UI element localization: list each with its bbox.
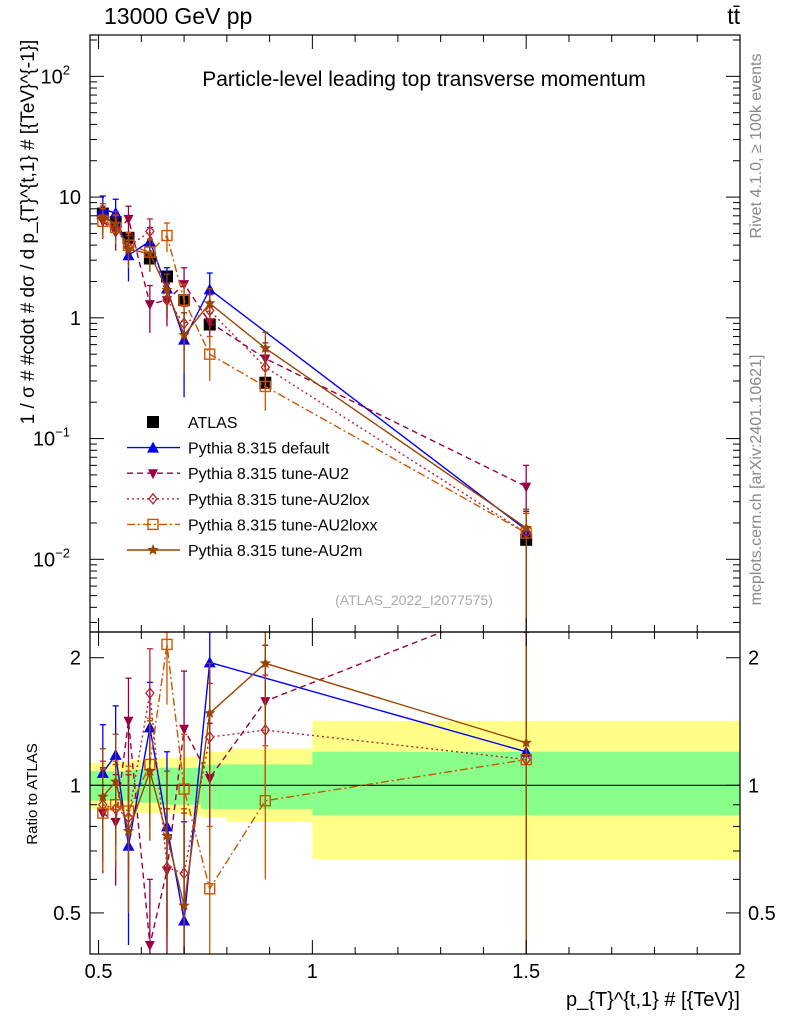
series-5 xyxy=(97,203,532,632)
ratio-point xyxy=(144,765,156,776)
data-point xyxy=(521,482,532,493)
legend-marker xyxy=(147,518,159,531)
series-1 xyxy=(96,195,533,632)
rivet-label: Rivet 4.1.0, ≥ 100k events xyxy=(748,54,765,239)
legend-item: Pythia 8.315 tune-AU2loxx xyxy=(127,517,377,534)
analysis-label: (ATLAS_2022_I2077575) xyxy=(335,592,493,608)
legend-item: Pythia 8.315 default xyxy=(127,441,330,458)
legend: ATLAS Pythia 8.315 default Pythia 8.315 tu… xyxy=(127,415,377,560)
legend-item: Pythia 8.315 tune-AU2m xyxy=(127,543,362,560)
ratio-frame xyxy=(89,631,741,955)
data-point xyxy=(123,214,134,225)
header-left: 13000 GeV pp xyxy=(104,3,252,29)
ratio-point xyxy=(145,687,155,700)
ratio-point xyxy=(144,941,155,952)
ratio-y-label: Ratio to ATLAS xyxy=(24,743,41,844)
data-point xyxy=(259,342,271,354)
data-point xyxy=(97,210,109,222)
ratio-line xyxy=(102,632,444,946)
ratio-series-5 xyxy=(97,632,532,954)
legend-label: Pythia 8.315 tune-AU2lox xyxy=(188,492,369,509)
y-tick-label: 102 xyxy=(41,62,70,88)
y-tick-label: 10 xyxy=(59,187,81,209)
data-point xyxy=(161,229,173,242)
y-axis-label: 1 / σ # #cdot # dσ / d p_{T}^{t,1} # [{T… xyxy=(18,40,39,425)
ratio-tick-label: 1 xyxy=(70,775,81,797)
ratio-point xyxy=(179,724,190,735)
x-axis-label: p_{T}^{t,1} # [{TeV}] xyxy=(566,989,740,1011)
ratio-tick-label-right: 1 xyxy=(748,775,759,797)
data-point xyxy=(178,294,190,306)
ratio-point xyxy=(161,638,173,651)
data-point xyxy=(204,348,216,360)
legend-label: Pythia 8.315 default xyxy=(188,441,330,458)
data-point xyxy=(178,329,190,340)
x-tick-label: 1 xyxy=(307,961,318,983)
ratio-point xyxy=(259,794,272,807)
legend-label: Pythia 8.315 tune-AU2loxx xyxy=(188,517,377,534)
ratio-panel: 0.5 0.5 1 1 2 2 0.5 1 1.5 2 Ratio to ATLAS xyxy=(24,631,776,983)
legend-marker xyxy=(148,492,158,505)
legend-item: ATLAS xyxy=(147,415,238,432)
series-line xyxy=(102,208,527,531)
main-panel: 10−2 10−1 1 10 102 Particle-level leading to… xyxy=(18,34,741,633)
ratio-point xyxy=(259,657,271,669)
ratio-point xyxy=(122,825,135,836)
ratio-tick-label-right: 0.5 xyxy=(748,903,776,925)
legend-marker xyxy=(148,469,158,480)
ratio-point xyxy=(204,707,216,718)
ratio-point xyxy=(97,790,109,802)
data-point xyxy=(204,297,216,309)
uncertainty-band-inner xyxy=(226,764,313,809)
plot-title: Particle-level leading top transverse mo… xyxy=(202,68,646,91)
series-3 xyxy=(97,205,532,632)
ratio-point xyxy=(123,716,134,727)
data-point xyxy=(144,247,156,259)
data-point xyxy=(161,284,173,295)
series-0 xyxy=(96,207,533,632)
data-point xyxy=(259,380,272,393)
legend-label: Pythia 8.315 tune-AU2m xyxy=(188,543,362,560)
x-tick-label: 0.5 xyxy=(85,961,113,983)
legend-item: Pythia 8.315 tune-AU2 xyxy=(127,466,349,483)
ratio-tick-label: 0.5 xyxy=(53,903,81,925)
y-tick-label: 10−2 xyxy=(33,545,70,571)
legend-marker xyxy=(147,441,159,453)
data-point xyxy=(122,243,135,255)
ratio-tick-label-right: 2 xyxy=(748,648,759,670)
ratio-point xyxy=(161,829,173,841)
ratio-point xyxy=(204,883,216,895)
x-tick-label: 2 xyxy=(734,961,745,983)
legend-item: Pythia 8.315 tune-AU2lox xyxy=(127,492,369,509)
ratio-line xyxy=(102,661,527,921)
ratio-point xyxy=(178,899,190,911)
series-line xyxy=(102,218,527,534)
x-tick-label: 1.5 xyxy=(512,961,540,983)
site-label: mcplots.cern.ch [arXiv:2401.10621] xyxy=(748,355,765,606)
ratio-point xyxy=(520,736,532,748)
ratio-point xyxy=(110,775,122,787)
legend-label: Pythia 8.315 tune-AU2 xyxy=(188,466,349,483)
data-point xyxy=(144,300,155,311)
legend-marker xyxy=(147,544,159,555)
y-tick-label: 10−1 xyxy=(33,425,70,451)
data-point xyxy=(520,521,532,533)
y-tick-label: 1 xyxy=(70,308,81,330)
header-right: tt̄ xyxy=(727,3,740,29)
ratio-tick-label: 2 xyxy=(70,648,81,670)
data-point xyxy=(145,225,155,238)
data-point xyxy=(110,217,122,229)
legend-marker xyxy=(147,416,159,428)
ratio-point xyxy=(203,656,216,668)
ratio-point xyxy=(178,783,190,795)
legend-label: ATLAS xyxy=(188,415,238,432)
